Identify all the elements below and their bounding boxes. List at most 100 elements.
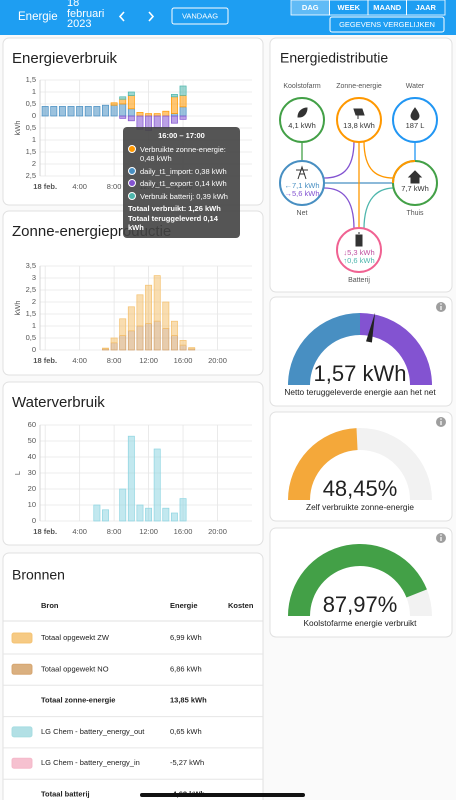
flow-node-value: ←7,1 kWh [284, 181, 319, 190]
bar [179, 95, 187, 108]
bar [67, 106, 75, 117]
bar [145, 323, 153, 351]
info-icon-dot [440, 418, 442, 420]
bar [127, 115, 135, 122]
bar [136, 294, 144, 327]
bar [119, 96, 127, 100]
bar [119, 103, 127, 117]
bar [162, 301, 170, 329]
flow-line [323, 187, 355, 230]
bar [162, 507, 170, 522]
bar [84, 106, 92, 117]
next-arrow[interactable] [148, 11, 155, 22]
y-tick-label: 0 [32, 345, 36, 354]
y-tick-label: 50 [28, 436, 36, 445]
y-axis-label: L [13, 471, 22, 475]
source-swatch [11, 663, 33, 675]
y-tick-label: 10 [28, 500, 36, 509]
today-button[interactable] [171, 7, 229, 25]
x-tick-label: 20:00 [208, 527, 227, 536]
bar [41, 106, 49, 117]
bar [119, 115, 127, 119]
tooltip-dot [128, 144, 136, 153]
gauge-value: 87,97% [323, 592, 398, 617]
source-energy: 6,99 kWh [170, 633, 202, 642]
bar [145, 507, 153, 522]
bar [162, 110, 170, 117]
y-tick-label: 0 [32, 516, 36, 525]
flow-node-icon [296, 165, 308, 180]
period-tab-label: JAAR [416, 3, 437, 12]
x-tick-label: 4:00 [72, 182, 87, 191]
bar [127, 306, 135, 332]
bar [102, 347, 109, 350]
gauge-needle [366, 312, 376, 343]
bar [127, 91, 135, 96]
bar [119, 488, 127, 522]
flow-line [363, 187, 395, 230]
flow-node-value: 7,7 kWh [401, 184, 429, 193]
bar [153, 320, 161, 351]
source-swatch [11, 757, 33, 769]
tooltip-item: daily_t1_import: 0,38 kWh [128, 166, 235, 177]
tooltip-item: daily_t1_export: 0,14 kWh [128, 179, 235, 189]
today-label: VANDAAG [182, 11, 218, 20]
card-title: Waterverbruik [12, 394, 105, 411]
compare-button[interactable] [329, 16, 445, 33]
tooltip-text: Verbruikte zonne-energie: 0,48 kWh [140, 144, 226, 164]
tooltip-dot [128, 166, 136, 175]
bar [127, 95, 135, 110]
x-tick-label: 20:00 [208, 356, 227, 365]
bar [179, 340, 187, 346]
bar [179, 498, 187, 522]
bar [162, 328, 170, 351]
flow-node-label: Zonne-energie [336, 83, 382, 90]
bar [170, 115, 178, 124]
card [269, 296, 453, 407]
bar [102, 104, 109, 117]
card [269, 411, 453, 522]
bar [179, 115, 187, 120]
y-tick-label: 1,5 [26, 75, 36, 84]
gauge-segment [288, 313, 360, 385]
flow-node-value: ↓5,3 kWh [343, 248, 374, 257]
y-tick-label: 0,5 [26, 333, 36, 342]
y-tick-label: 0,5 [26, 123, 36, 132]
x-tick-label: 4:00 [72, 356, 87, 365]
bar [179, 85, 187, 96]
x-tick-label: 4:00 [72, 527, 87, 536]
gauge-value-arc [288, 428, 358, 500]
table-header: Bron [41, 601, 59, 610]
x-tick-label: 18 feb. [33, 527, 57, 536]
info-icon-dot [440, 303, 442, 305]
x-tick-label: 16:00 [174, 527, 193, 536]
bar [119, 98, 127, 105]
flow-node-value: 13,8 kWh [343, 121, 375, 130]
flow-node-value: →5,6 kWh [284, 189, 319, 198]
source-energy: -5,27 kWh [170, 758, 204, 767]
info-icon-dot [440, 534, 442, 536]
flow-node-value: ↑0,6 kWh [343, 256, 374, 265]
flow-node [336, 227, 382, 273]
x-tick-label: 16:00 [174, 356, 193, 365]
y-tick-label: 3,5 [26, 261, 36, 270]
bar [170, 335, 178, 351]
tooltip-footer: Totaal verbruikt: 1,26 kWh [128, 204, 221, 213]
x-tick-label: 8:00 [107, 527, 122, 536]
prev-arrow[interactable] [118, 11, 125, 22]
source-swatch [11, 632, 33, 644]
y-tick-label: 40 [28, 452, 36, 461]
bar [102, 509, 109, 522]
period-tab[interactable] [406, 0, 446, 16]
flow-node-value: 187 L [406, 121, 425, 130]
bar [110, 104, 118, 117]
gauge-caption: Koolstofarme energie verbruikt [304, 618, 418, 628]
flow-node-label: Batterij [348, 277, 370, 284]
flow-node-icon [410, 107, 420, 121]
bar [170, 113, 178, 117]
y-tick-label: 1 [32, 135, 36, 144]
y-tick-label: 3 [32, 273, 36, 282]
bar [119, 335, 127, 351]
home-indicator [140, 793, 305, 797]
